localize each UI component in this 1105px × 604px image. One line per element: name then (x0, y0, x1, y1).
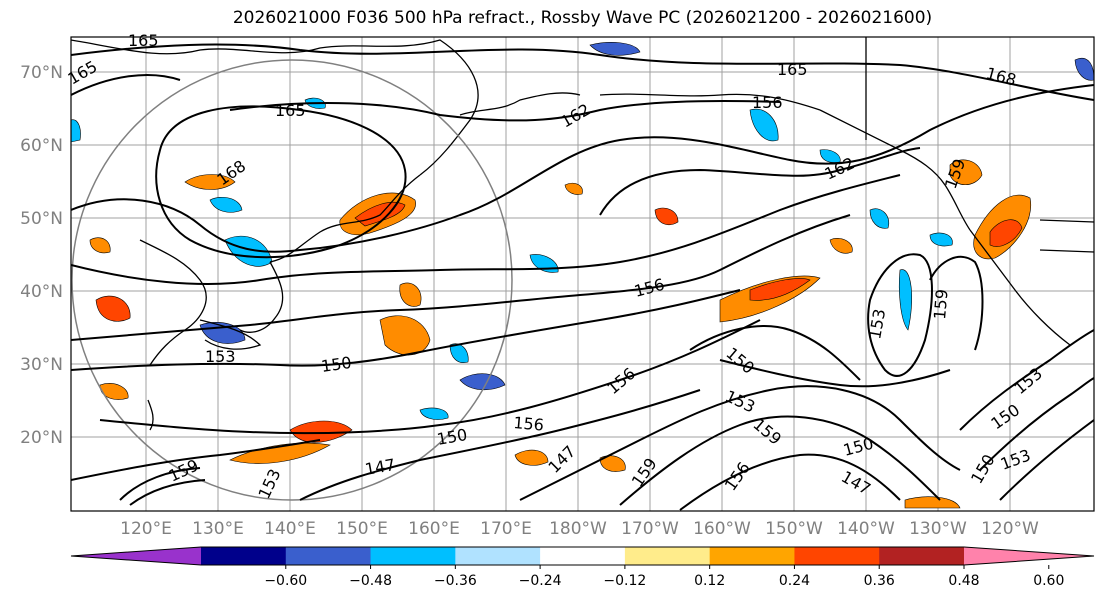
gridlines (71, 37, 1094, 511)
coastlines (71, 37, 1094, 431)
colorbar-segment (540, 547, 626, 565)
anomaly-patch (904, 496, 961, 509)
contour-label: 150 (320, 353, 353, 376)
anomaly-patch (589, 42, 641, 56)
anomaly-patch (71, 119, 81, 143)
lon-label-160w: 160°W (693, 519, 751, 539)
anomaly-patch (95, 295, 131, 322)
lat-label-60n: 60°N (20, 136, 63, 156)
colorbar-segment (285, 547, 372, 565)
anomaly-patch (599, 455, 626, 472)
colorbar: −0.60 −0.48 −0.36 −0.24 −0.12 0.12 0.24 0.36 0.4… (70, 546, 1095, 589)
colorbar-tick-label: −0.60 (264, 573, 307, 589)
contour-label: 159 (930, 288, 952, 320)
contour-label: 153 (205, 347, 236, 366)
anomaly-patch (459, 373, 506, 390)
anomaly-patch (1074, 57, 1094, 81)
lon-label-150w: 150°W (765, 519, 823, 539)
reference-circle (71, 59, 513, 501)
lon-label-170w: 170°W (621, 519, 679, 539)
lon-label-160e: 160°E (408, 519, 460, 539)
colorbar-tick-label: −0.12 (603, 573, 646, 589)
colorbar-tick-label: −0.24 (519, 573, 562, 589)
colorbar-tick-label: −0.48 (349, 573, 392, 589)
map-title: 2026021000 F036 500 hPa refract., Rossby… (232, 8, 933, 28)
anomaly-patch (184, 174, 236, 190)
lat-label-40n: 40°N (20, 282, 63, 302)
anomaly-patch (564, 182, 583, 195)
anomaly-patch (929, 232, 953, 247)
longitude-labels: 120°E 130°E 140°E 150°E 160°E 170°E 180°… (120, 519, 1039, 539)
colorbar-segment (879, 547, 965, 565)
colorbar-tick-label: 0.36 (864, 573, 895, 589)
colorbar-segment (455, 547, 541, 565)
colorbar-segment (624, 547, 711, 565)
anomaly-patch (399, 282, 422, 307)
anomaly-patch (514, 449, 549, 466)
anomaly-patch (749, 108, 779, 142)
lat-label-50n: 50°N (20, 209, 63, 229)
anomaly-patch (829, 238, 853, 254)
contour-label: 156 (513, 413, 545, 435)
lon-label-140e: 140°E (264, 519, 316, 539)
lon-label-180w: 180°W (549, 519, 607, 539)
anomaly-patch (819, 149, 841, 163)
contour-label: 165 (777, 60, 808, 79)
lat-label-30n: 30°N (20, 355, 63, 375)
colorbar-segment (709, 547, 795, 565)
anomaly-patch (749, 278, 811, 301)
colorbar-tick-label: −0.36 (434, 573, 477, 589)
colorbar-tick-label: 0.48 (948, 573, 979, 589)
colorbar-tick-label: 0.60 (1033, 573, 1064, 589)
anomaly-patch (869, 208, 890, 229)
colorbar-extend-high (964, 547, 1094, 565)
lon-label-140w: 140°W (837, 519, 895, 539)
anomaly-patch (898, 269, 913, 331)
latitude-labels: 70°N 60°N 50°N 40°N 30°N 20°N (20, 63, 63, 448)
colorbar-segment (794, 547, 880, 565)
lon-label-150e: 150°E (336, 519, 388, 539)
lon-label-130w: 130°W (909, 519, 967, 539)
colorbar-segment (370, 547, 456, 565)
anomaly-patch (289, 420, 353, 443)
anomaly-patch (654, 207, 679, 225)
contour-label: 165 (128, 31, 159, 50)
lon-label-130e: 130°E (192, 519, 244, 539)
anomaly-patch (419, 407, 449, 420)
colorbar-segment (201, 547, 287, 565)
map-border (70, 36, 1095, 512)
colorbar-tick-label: 0.24 (779, 573, 810, 589)
lon-label-120e: 120°E (120, 519, 172, 539)
lon-label-120w: 120°W (981, 519, 1039, 539)
anomaly-patch (89, 237, 111, 254)
anomaly-patch (209, 197, 243, 213)
anomaly-patch (379, 315, 431, 356)
lat-label-20n: 20°N (20, 428, 63, 448)
anomaly-patch (989, 219, 1023, 247)
colorbar-extend-low (71, 547, 201, 565)
lon-label-170e: 170°E (480, 519, 532, 539)
anomaly-patch (949, 159, 983, 186)
contour-label: 156 (752, 93, 783, 112)
colorbar-tick-label: 0.12 (694, 573, 725, 589)
contour-label: 165 (275, 101, 306, 120)
colorbar-outline (70, 546, 1095, 566)
lat-label-70n: 70°N (20, 63, 63, 83)
height-contours (71, 43, 1094, 511)
